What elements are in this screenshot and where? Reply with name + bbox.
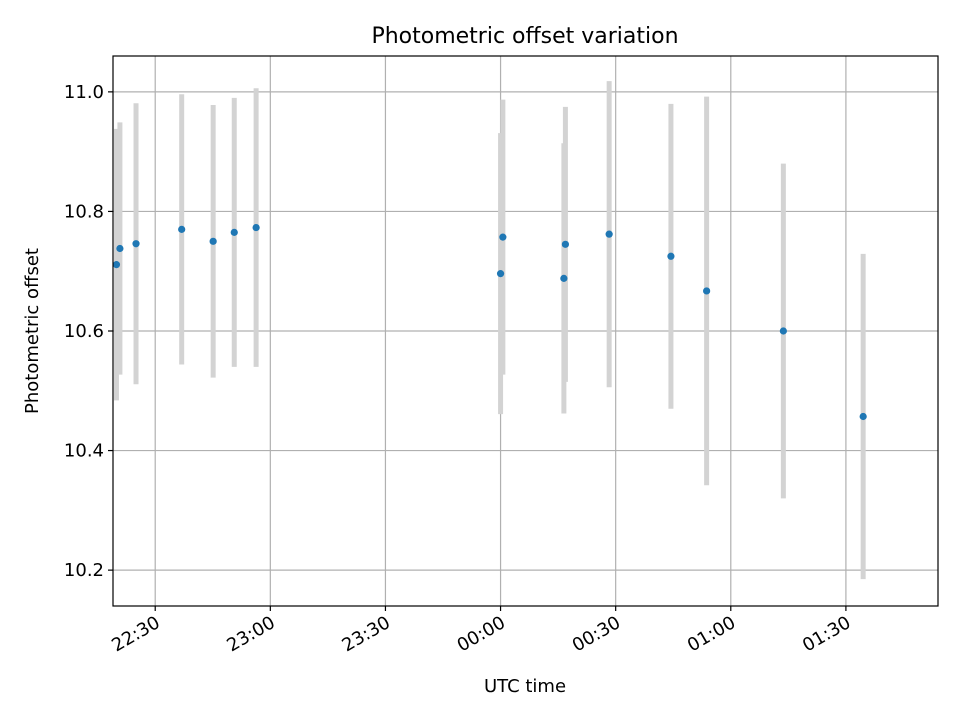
data-point xyxy=(561,240,570,248)
y-tick-label: 10.4 xyxy=(64,441,104,462)
data-points xyxy=(112,223,867,421)
y-tick-label: 10.8 xyxy=(64,201,104,222)
y-tick-label: 10.2 xyxy=(64,560,104,581)
data-point xyxy=(209,237,217,245)
data-point xyxy=(230,228,238,236)
data-point xyxy=(859,412,867,421)
data-point xyxy=(112,261,121,269)
y-axis-label: Photometric offset xyxy=(22,248,43,414)
data-point xyxy=(560,274,568,282)
grid xyxy=(113,56,938,606)
chart-title: Photometric offset variation xyxy=(371,24,678,49)
y-axis-ticks: 10.2 10.4 10.6 10.8 11.0 xyxy=(64,82,113,581)
data-point xyxy=(499,233,507,241)
data-point xyxy=(132,240,140,248)
data-point xyxy=(779,327,787,335)
data-point xyxy=(178,225,186,233)
data-point xyxy=(496,270,505,278)
y-tick-label: 11.0 xyxy=(64,82,104,103)
data-point xyxy=(605,230,613,238)
data-point xyxy=(116,244,124,253)
data-point xyxy=(667,252,675,260)
x-axis-label: UTC time xyxy=(484,676,566,697)
data-point xyxy=(703,287,711,295)
y-tick-label: 10.6 xyxy=(64,321,104,342)
data-point xyxy=(252,223,260,232)
